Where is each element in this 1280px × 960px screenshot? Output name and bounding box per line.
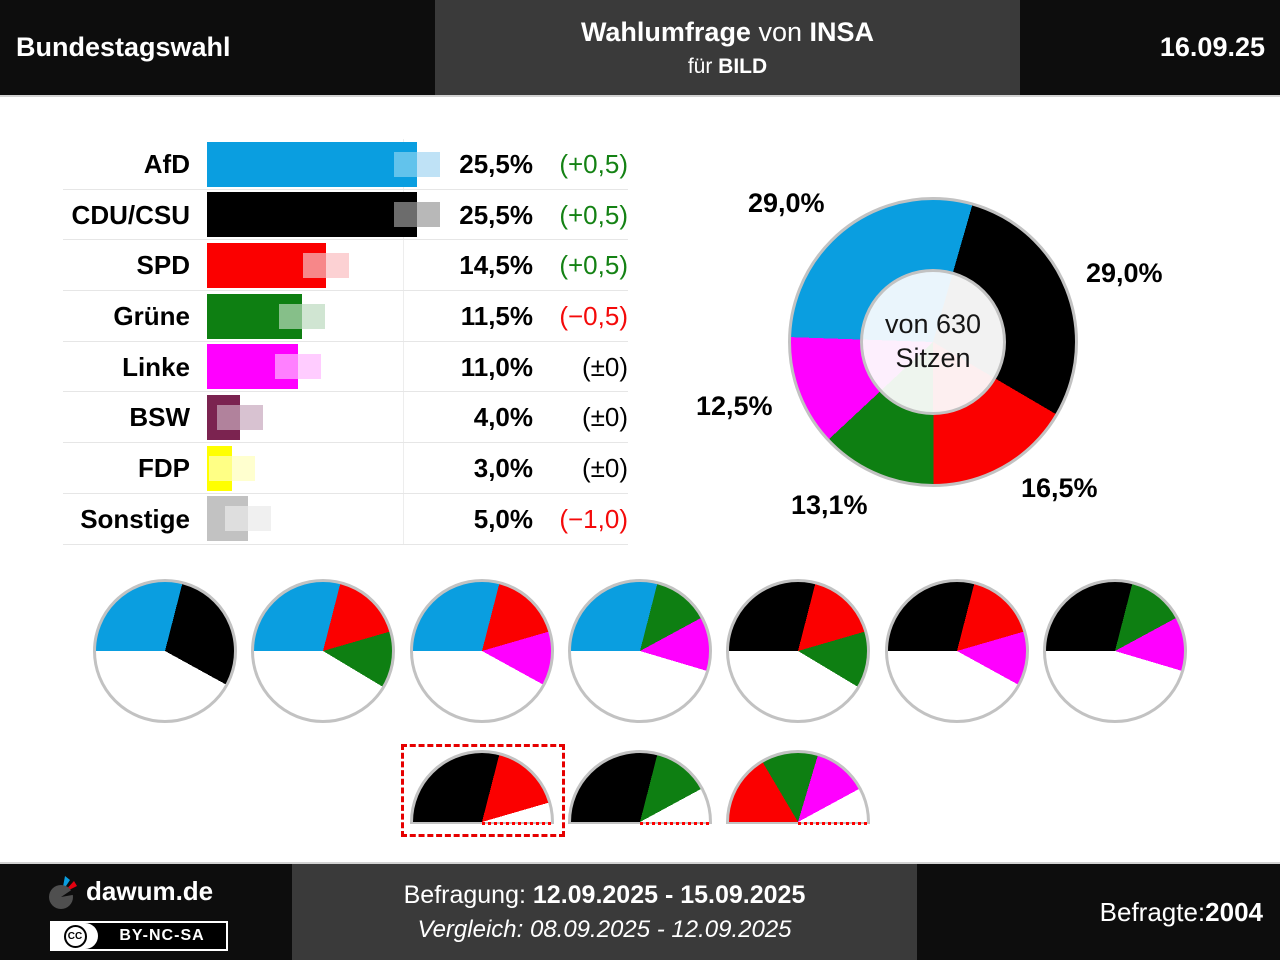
dawum-brand: dawum.de [48, 872, 213, 910]
seat-label-cdu: 29,0% [1086, 258, 1163, 288]
change-marker-outer [239, 404, 263, 430]
coalition-pie-afd-cdu [93, 579, 237, 723]
dawum-logo-icon [49, 876, 78, 909]
poll-value: 11,5% [460, 301, 533, 332]
change-marker-inner [274, 354, 298, 380]
poll-change: (±0) [581, 453, 628, 484]
coalition-pie-afd-gruene-linke [568, 579, 712, 723]
respondents: Befragte: 2004 [1099, 896, 1263, 927]
poll-client-line: für BILD [687, 54, 768, 78]
seat-label-spd: 16,5% [1021, 473, 1098, 503]
change-marker-outer [416, 151, 440, 177]
seat-label-gruene: 13,1% [791, 490, 868, 520]
poll-bar [207, 141, 440, 187]
poll-row-sonstige: Sonstige 5,0% (−1,0) [63, 494, 628, 545]
publication-date: 16.09.25 [1159, 32, 1265, 62]
party-label: FDP [138, 453, 190, 484]
coalition-pie-afd-spd-linke [410, 579, 554, 723]
party-label: AfD [143, 149, 190, 179]
donut-center-label: von 630 Sitzen [860, 269, 1006, 415]
poll-bar [207, 192, 440, 238]
party-label: Grüne [113, 301, 190, 332]
poll-change: (+0,5) [559, 250, 628, 281]
party-label: CDU/CSU [71, 199, 190, 230]
change-marker-inner [225, 506, 249, 532]
poll-bar [207, 394, 263, 440]
brand-name: dawum.de [86, 875, 214, 906]
change-marker-inner [278, 303, 302, 329]
seat-label-linke: 12,5% [696, 391, 773, 421]
change-marker-outer [248, 506, 272, 532]
footer-center-panel: Befragung: 12.09.2025 - 15.09.2025 Vergl… [292, 864, 917, 960]
party-label: SPD [136, 250, 190, 281]
change-marker-outer [416, 202, 440, 228]
poll-change: (±0) [581, 402, 628, 433]
change-marker-outer [297, 354, 321, 380]
change-marker-inner [393, 202, 417, 228]
poll-value: 25,5% [459, 199, 533, 230]
poll-row-bsw: BSW 4,0% (±0) [63, 392, 628, 444]
change-marker-outer [326, 252, 350, 278]
coalition-halfpie-spd-gruene-linke [726, 750, 870, 825]
poll-change: (−1,0) [559, 503, 628, 534]
change-marker-inner [208, 455, 232, 481]
coalition-pie-afd-spd-gruene [251, 579, 395, 723]
poll-value: 25,5% [459, 149, 533, 179]
poll-row-fdp: FDP 3,0% (±0) [63, 443, 628, 494]
poll-bar [207, 445, 255, 491]
poll-value: 4,0% [473, 402, 533, 433]
license-label: BY-NC-SA [119, 927, 205, 944]
poll-value: 3,0% [473, 453, 533, 484]
poll-row-spd: SPD 14,5% (+0,5) [63, 240, 628, 292]
election-title: Bundestagswahl [16, 32, 231, 62]
poll-row-gruene: Grüne 11,5% (−0,5) [63, 291, 628, 342]
cc-icon: CC [52, 923, 98, 949]
coalition-halfpie-cdu-gruene [568, 750, 712, 825]
party-label: BSW [129, 402, 190, 433]
change-marker-outer [231, 455, 255, 481]
poll-bar [207, 293, 325, 339]
coalition-pie-cdu-spd-linke [885, 579, 1029, 723]
survey-period: Befragung: 12.09.2025 - 15.09.2025 [403, 880, 806, 909]
poll-value: 5,0% [473, 503, 533, 534]
poll-change: (+0,5) [559, 149, 628, 179]
poll-change: (−0,5) [559, 301, 628, 332]
seat-distribution-donut: von 630 Sitzen [788, 197, 1078, 487]
poll-row-cdu: CDU/CSU 25,5% (+0,5) [63, 190, 628, 241]
party-label: Linke [122, 351, 190, 382]
header-center-panel: Wahlumfrage von INSA für BILD [435, 0, 1020, 95]
header-bar: Bundestagswahl Wahlumfrage von INSA für … [0, 0, 1280, 97]
coalition-pie-cdu-spd-gruene [726, 579, 870, 723]
poll-value: 14,5% [459, 250, 533, 281]
license-badge: CC BY-NC-SA [50, 921, 228, 951]
change-marker-inner [216, 404, 240, 430]
footer-bar: dawum.de CC BY-NC-SA Befragung: 12.09.20… [0, 862, 1280, 960]
party-label: Sonstige [80, 503, 190, 534]
poll-change: (±0) [581, 351, 628, 382]
poll-row-linke: Linke 11,0% (±0) [63, 342, 628, 393]
current-coalition-highlight [401, 744, 565, 837]
comparison-period: Vergleich: 08.09.2025 - 12.09.2025 [417, 915, 792, 943]
seat-label-afd: 29,0% [748, 188, 825, 218]
poll-row-afd: AfD 25,5% (+0,5) [63, 139, 628, 190]
poll-value: 11,0% [460, 351, 533, 382]
poll-bar [207, 242, 350, 288]
poll-source-line: Wahlumfrage von INSA [580, 16, 875, 47]
change-marker-outer [301, 303, 325, 329]
coalition-pie-cdu-gruene-linke [1043, 579, 1187, 723]
poll-change: (+0,5) [559, 199, 628, 230]
change-marker-inner [393, 151, 417, 177]
poll-bar [207, 496, 272, 542]
party-bar-chart: AfD 25,5% (+0,5) CDU/CSU 25,5% (+0,5) SP… [63, 139, 628, 545]
change-marker-inner [303, 252, 327, 278]
poll-bar [207, 344, 321, 390]
